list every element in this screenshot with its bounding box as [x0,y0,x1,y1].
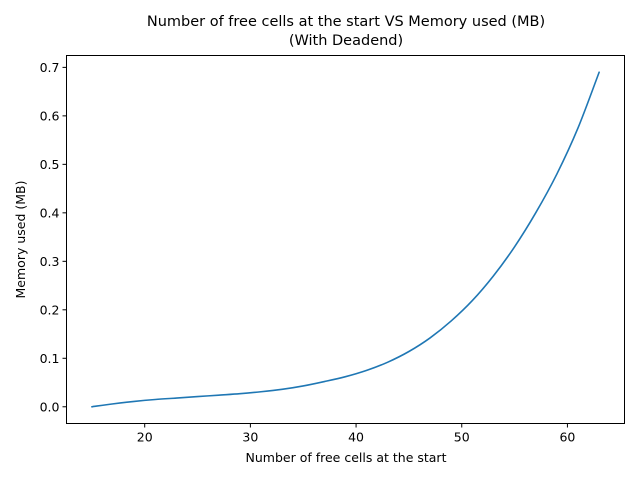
x-tick-label: 60 [559,430,575,445]
y-tick-label: 0.2 [40,302,60,317]
x-axis-ticks: 20 30 40 50 60 [137,423,575,445]
series-layer [91,71,600,408]
y-axis-label: Memory used (MB) [13,181,28,299]
series-line [91,71,600,408]
y-tick-label: 0.6 [40,108,60,123]
x-axis-label: Number of free cells at the start [246,450,447,465]
y-tick-label: 0.5 [40,157,60,172]
plot-frame [66,55,625,424]
x-tick-label: 40 [348,430,364,445]
x-tick-label: 30 [242,430,258,445]
x-tick-label: 20 [137,430,153,445]
y-tick-label: 0.1 [40,351,60,366]
y-axis-ticks: 0.0 0.1 0.2 0.3 0.4 0.5 0.6 0.7 [40,60,67,414]
y-tick-label: 0.4 [40,205,60,220]
y-tick-label: 0.7 [40,60,60,75]
chart-title: Number of free cells at the start VS Mem… [147,14,545,30]
y-tick-label: 0.0 [40,399,60,414]
x-tick-label: 50 [454,430,470,445]
y-tick-label: 0.3 [40,254,60,269]
chart-subtitle: (With Deadend) [289,33,403,49]
